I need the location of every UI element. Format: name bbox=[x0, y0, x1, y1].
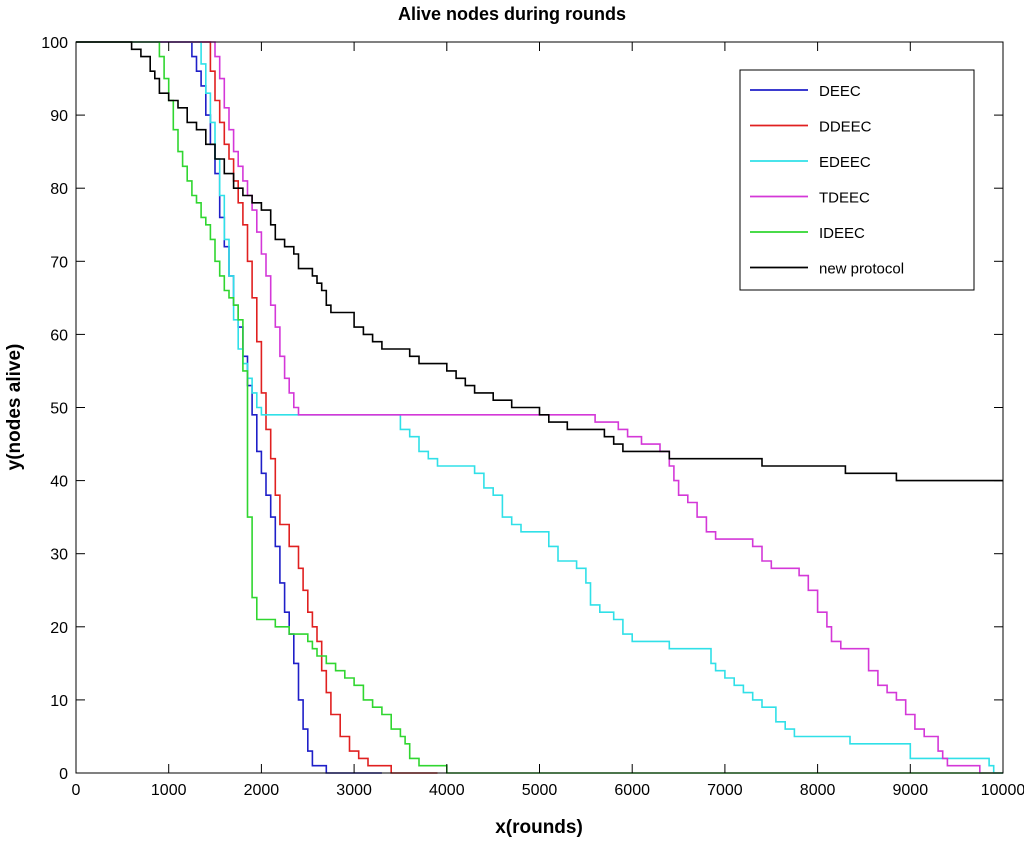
y-tick-label: 20 bbox=[50, 620, 68, 637]
x-axis-label: x(rounds) bbox=[495, 817, 583, 838]
y-tick-label: 30 bbox=[50, 547, 68, 564]
y-tick-label: 40 bbox=[50, 474, 68, 491]
x-tick-label: 5000 bbox=[522, 782, 558, 799]
y-axis-label: y(nodes alive) bbox=[4, 344, 25, 471]
y-tick-label: 50 bbox=[50, 401, 68, 418]
x-tick-label: 6000 bbox=[614, 782, 650, 799]
x-tick-label: 8000 bbox=[800, 782, 836, 799]
legend-label: IDEEC bbox=[819, 225, 865, 242]
x-tick-label: 2000 bbox=[244, 782, 280, 799]
x-tick-label: 7000 bbox=[707, 782, 743, 799]
y-tick-label: 60 bbox=[50, 327, 68, 344]
series-line-ideec bbox=[76, 41, 1003, 774]
y-tick-label: 0 bbox=[59, 766, 68, 783]
legend-label: EDEEC bbox=[819, 154, 871, 171]
legend-box bbox=[739, 69, 975, 291]
y-tick-label: 90 bbox=[50, 108, 68, 125]
y-tick-label: 100 bbox=[41, 35, 68, 52]
x-tick-label: 0 bbox=[72, 782, 81, 799]
x-tick-label: 3000 bbox=[336, 782, 372, 799]
y-tick-label: 10 bbox=[50, 693, 68, 710]
x-tick-label: 1000 bbox=[151, 782, 187, 799]
x-tick-label: 9000 bbox=[893, 782, 929, 799]
x-tick-label: 4000 bbox=[429, 782, 465, 799]
chart-title: Alive nodes during rounds bbox=[398, 4, 626, 24]
legend-label: DEEC bbox=[819, 83, 861, 100]
legend-label: new protocol bbox=[819, 261, 904, 278]
legend-label: TDEEC bbox=[819, 190, 870, 207]
series-line-ddeec bbox=[76, 41, 438, 774]
series-line-new-protocol bbox=[76, 41, 1003, 482]
legend-label: DDEEC bbox=[819, 119, 872, 136]
x-tick-label: 10000 bbox=[981, 782, 1024, 799]
y-tick-label: 70 bbox=[50, 254, 68, 271]
y-tick-label: 80 bbox=[50, 181, 68, 198]
